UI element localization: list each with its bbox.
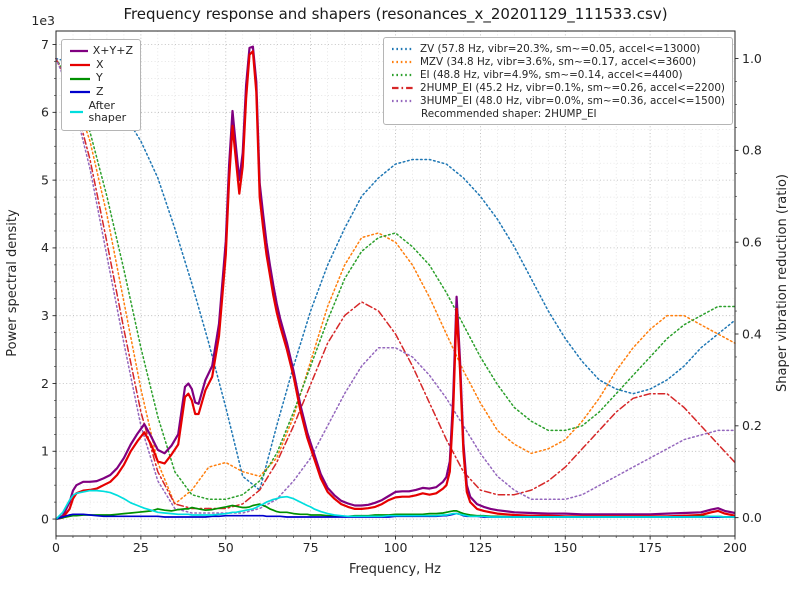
tick-labels: 0 25 50 75 100 125 150 175 200 0 1 2 3 4 5 6 7 0.0 0.2 0.4 0… bbox=[41, 37, 762, 555]
legend-item-y: Y bbox=[69, 72, 133, 85]
legend-label: ZV (57.8 Hz, vibr=20.3%, sm~=0.05, accel… bbox=[419, 43, 701, 55]
x-tick-label: 150 bbox=[553, 540, 577, 555]
legend-line-sample bbox=[391, 47, 414, 51]
legend-line-sample bbox=[70, 91, 90, 94]
chart-title: Frequency response and shapers (resonanc… bbox=[123, 5, 668, 23]
y-right-tick-label: 0.0 bbox=[742, 510, 762, 525]
x-tick-label: 25 bbox=[133, 540, 149, 555]
y-left-tick-label: 0 bbox=[41, 511, 49, 526]
legend-item-ei: EI (48.8 Hz, vibr=4.9%, sm~=0.14, accel<… bbox=[391, 69, 725, 81]
legend-shapers: ZV (57.8 Hz, vibr=20.3%, sm~=0.05, accel… bbox=[382, 37, 733, 125]
series-ZV bbox=[55, 57, 736, 491]
x-tick-label: 100 bbox=[384, 540, 408, 555]
legend-psd: X+Y+Z X Y Z After shaper bbox=[61, 39, 141, 131]
series-2HUMP_EI bbox=[55, 57, 736, 510]
y-left-tick-label: 6 bbox=[41, 105, 49, 120]
legend-item-x: X bbox=[69, 57, 133, 72]
x-axis-label: Frequency, Hz bbox=[349, 562, 441, 577]
x-tick-label: 0 bbox=[52, 540, 60, 555]
legend-item-x-y-z: X+Y+Z bbox=[69, 44, 133, 58]
legend-line-sample bbox=[391, 73, 414, 77]
series-MZV bbox=[55, 57, 736, 505]
legend-label: X bbox=[96, 57, 104, 71]
series-X bbox=[55, 50, 736, 521]
legend-item-after-shaper: After shaper bbox=[69, 98, 133, 125]
legend-line-sample bbox=[391, 99, 414, 103]
y-right-tick-label: 0.8 bbox=[742, 143, 762, 158]
legend-label: EI (48.8 Hz, vibr=4.9%, sm~=0.14, accel<… bbox=[419, 69, 683, 81]
legend-item-z: Z bbox=[69, 84, 133, 99]
legend-label: X+Y+Z bbox=[92, 44, 133, 57]
x-tick-label: 125 bbox=[468, 540, 492, 555]
legend-label: Z bbox=[96, 84, 104, 98]
y-left-tick-label: 3 bbox=[41, 308, 49, 323]
legend-item-2hump_ei: 2HUMP_EI (45.2 Hz, vibr=0.1%, sm~=0.26, … bbox=[391, 82, 725, 94]
legend-label: 3HUMP_EI (48.0 Hz, vibr=0.0%, sm~=0.36, … bbox=[419, 95, 725, 107]
y-right-tick-label: 0.2 bbox=[742, 418, 762, 433]
legend-label: 2HUMP_EI (45.2 Hz, vibr=0.1%, sm~=0.26, … bbox=[419, 82, 725, 94]
legend-recommended-shaper: Recommended shaper: 2HUMP_EI bbox=[420, 108, 597, 120]
shaper-curves bbox=[55, 57, 736, 514]
legend-line-sample bbox=[70, 63, 90, 67]
y-left-tick-label: 5 bbox=[41, 172, 49, 187]
x-tick-label: 75 bbox=[303, 540, 319, 555]
y-left-tick-label: 4 bbox=[41, 240, 49, 255]
legend-line-sample bbox=[391, 60, 414, 64]
legend-label: Y bbox=[96, 71, 103, 85]
series-3HUMP_EI bbox=[55, 57, 736, 514]
x-tick-label: 50 bbox=[218, 540, 234, 555]
ticks bbox=[52, 44, 739, 540]
y-left-tick-label: 2 bbox=[41, 376, 49, 391]
y-right-tick-label: 0.6 bbox=[742, 234, 762, 249]
legend-line-sample bbox=[391, 86, 414, 90]
y-left-tick-label: 7 bbox=[41, 37, 49, 52]
x-tick-label: 175 bbox=[638, 540, 662, 555]
legend-line-sample bbox=[70, 77, 90, 80]
legend-line-sample bbox=[70, 50, 88, 53]
y-axis-right-label: Shaper vibration reduction (ratio) bbox=[775, 174, 790, 392]
series-X+Y+Z bbox=[55, 45, 736, 521]
grid-minor bbox=[56, 31, 735, 536]
y-left-tick-label: 1 bbox=[41, 444, 49, 459]
psd-curves bbox=[55, 45, 736, 521]
legend-line-sample bbox=[70, 111, 84, 114]
y-right-tick-label: 1.0 bbox=[742, 51, 762, 66]
series-After-shaper bbox=[55, 489, 735, 520]
legend-label: MZV (34.8 Hz, vibr=3.6%, sm~=0.17, accel… bbox=[419, 56, 697, 68]
legend-label: After shaper bbox=[88, 98, 127, 125]
y-axis-multiplier: 1e3 bbox=[31, 13, 55, 28]
legend-item-mzv: MZV (34.8 Hz, vibr=3.6%, sm~=0.17, accel… bbox=[391, 56, 725, 68]
y-right-tick-label: 0.4 bbox=[742, 326, 762, 341]
y-axis-left-label: Power spectral density bbox=[5, 209, 20, 357]
legend-item-3hump_ei: 3HUMP_EI (48.0 Hz, vibr=0.0%, sm~=0.36, … bbox=[391, 95, 725, 107]
x-tick-label: 200 bbox=[723, 540, 747, 555]
legend-item-zv: ZV (57.8 Hz, vibr=20.3%, sm~=0.05, accel… bbox=[391, 43, 725, 55]
